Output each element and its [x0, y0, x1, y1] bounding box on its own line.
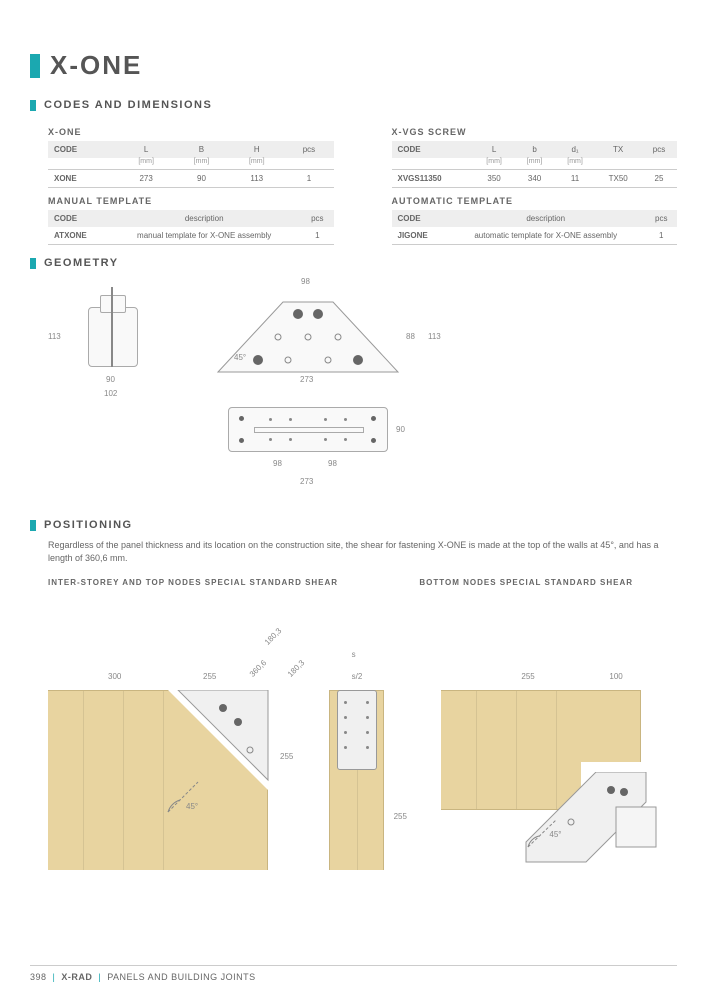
table-row: XONE 273 90 113 1 [48, 170, 334, 188]
page-footer: 398|X-RAD|PANELS AND BUILDING JOINTS [30, 965, 677, 982]
auto-table: CODE description pcs JIGONE automatic te… [392, 210, 678, 245]
table-row: ATXONE manual template for X-ONE assembl… [48, 227, 334, 245]
section-positioning: POSITIONING [30, 519, 677, 531]
section-geometry: GEOMETRY [30, 257, 677, 269]
page-title: X-ONE [30, 50, 677, 81]
auto-heading: AUTOMATIC TEMPLATE [392, 196, 678, 206]
positioning-text: Regardless of the panel thickness and it… [48, 539, 677, 564]
diagram-interstorey: 300 255 180,3 360,6 180,3 255 45° [48, 612, 284, 872]
xvgs-heading: X-VGS SCREW [392, 127, 678, 137]
manual-table: CODE description pcs ATXONE manual templ… [48, 210, 334, 245]
table-row: XVGS11350 350 340 11 TX50 25 [392, 170, 678, 188]
xvgs-table: CODE L b d₁ TX pcs [mm] [mm] [mm] [392, 141, 678, 188]
table-row: JIGONE automatic template for X-ONE asse… [392, 227, 678, 245]
xone-heading: X-ONE [48, 127, 334, 137]
pos-heading-right: BOTTOM NODES SPECIAL STANDARD SHEAR [419, 578, 677, 602]
xone-table: CODE L B H pcs [mm] [mm] [mm] XONE 273 [48, 141, 334, 188]
diagram-middle: s s/2 255 [304, 612, 422, 872]
section-codes: CODES AND DIMENSIONS [30, 99, 677, 111]
diagram-bottom-nodes: 255 100 45° [441, 612, 677, 872]
geometry-diagram: 113 90 102 98 45° 88 113 273 90 98 98 27… [48, 277, 677, 507]
pos-heading-left: INTER-STOREY AND TOP NODES SPECIAL STAND… [48, 578, 399, 602]
manual-heading: MANUAL TEMPLATE [48, 196, 334, 206]
